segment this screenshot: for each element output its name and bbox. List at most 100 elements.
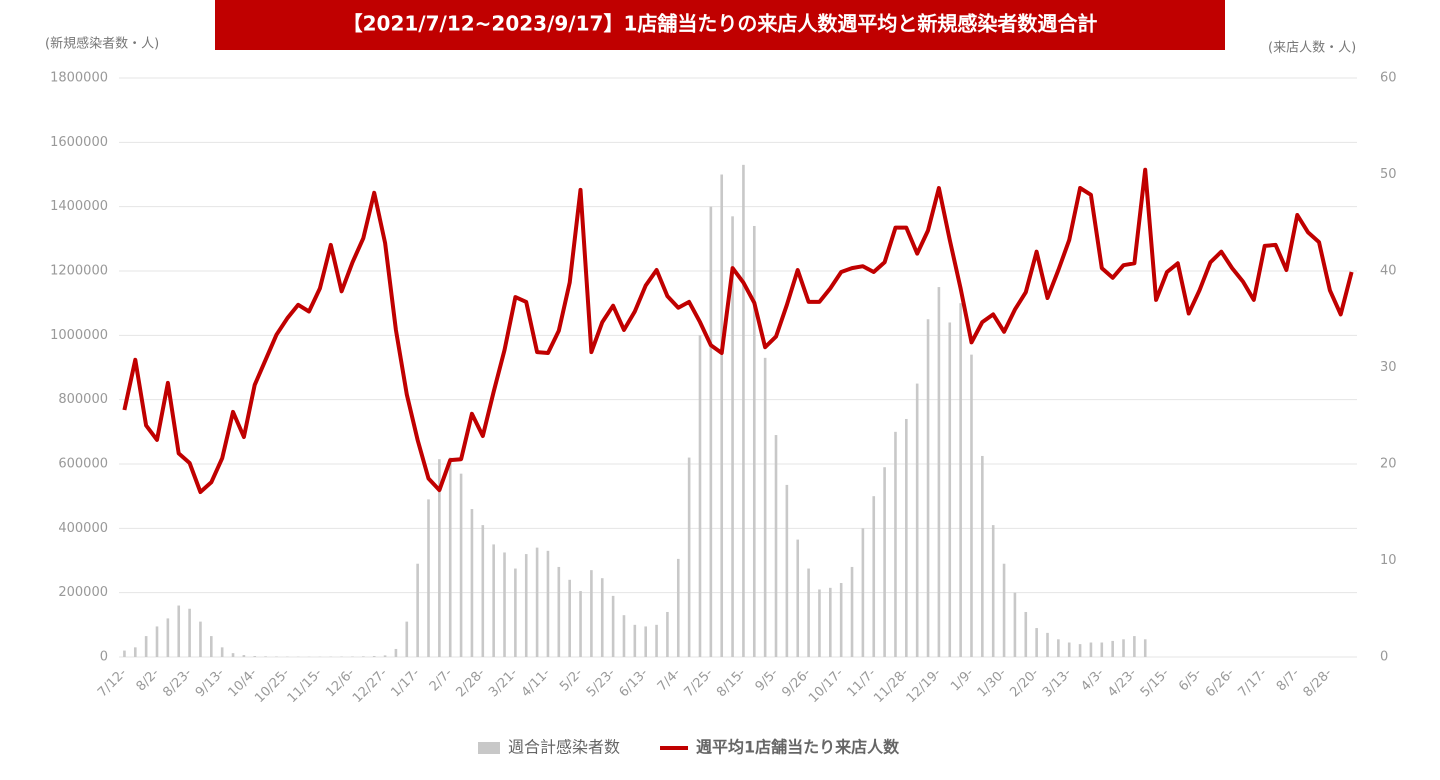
bar bbox=[872, 496, 875, 657]
bar bbox=[1111, 641, 1114, 657]
bar bbox=[644, 626, 647, 657]
y-tick-label: 0 bbox=[100, 650, 108, 665]
x-tick-label: 1/17- bbox=[388, 665, 423, 700]
y-tick-label: 800000 bbox=[58, 392, 108, 407]
chart-title: 【2021/7/12~2023/9/17】1店舗当たりの来店人数週平均と新規感染… bbox=[343, 12, 1098, 36]
bar bbox=[188, 609, 191, 657]
bar bbox=[927, 319, 930, 657]
y2-tick-label: 50 bbox=[1380, 167, 1397, 182]
y-tick-label: 1400000 bbox=[50, 199, 108, 214]
x-tick-label: 10/17- bbox=[806, 665, 847, 706]
bar bbox=[612, 596, 615, 657]
bar bbox=[948, 322, 951, 657]
bar bbox=[177, 606, 180, 657]
y-tick-label: 600000 bbox=[58, 457, 108, 472]
bar bbox=[1079, 644, 1082, 657]
bar bbox=[362, 656, 365, 657]
y2-tick-label: 20 bbox=[1380, 457, 1397, 472]
x-tick-label: 6/13- bbox=[616, 665, 651, 700]
bar bbox=[210, 636, 213, 657]
bar bbox=[460, 474, 463, 657]
line bbox=[124, 170, 1351, 492]
x-tick-label: 2/7- bbox=[427, 665, 456, 694]
x-tick-label: 8/2- bbox=[134, 665, 163, 694]
bar bbox=[1024, 612, 1027, 657]
bar bbox=[688, 458, 691, 657]
bar bbox=[199, 622, 202, 657]
bar bbox=[547, 551, 550, 657]
x-tick-label: 12/27- bbox=[350, 665, 391, 706]
legend-swatch bbox=[478, 742, 500, 754]
bar bbox=[894, 432, 897, 657]
bar bbox=[384, 655, 387, 657]
x-tick-label: 2/20- bbox=[1007, 665, 1042, 700]
bar bbox=[601, 578, 604, 657]
bar bbox=[1100, 643, 1103, 657]
bar bbox=[395, 649, 398, 657]
bar bbox=[1057, 639, 1060, 657]
bar bbox=[807, 569, 810, 657]
bar bbox=[449, 458, 452, 657]
bar bbox=[253, 656, 256, 657]
bar bbox=[1046, 633, 1049, 657]
bar bbox=[916, 384, 919, 657]
bar bbox=[851, 567, 854, 657]
bar bbox=[134, 647, 137, 657]
x-tick-label: 7/4- bbox=[655, 665, 684, 694]
bar bbox=[1122, 639, 1125, 657]
x-tick-label: 6/26- bbox=[1203, 665, 1238, 700]
bar bbox=[862, 528, 865, 657]
x-tick-label: 5/2- bbox=[557, 665, 586, 694]
x-tick-label: 4/23- bbox=[1105, 665, 1140, 700]
bar bbox=[786, 485, 789, 657]
x-tick-label: 8/23- bbox=[160, 665, 195, 700]
bar bbox=[699, 335, 702, 657]
y-tick-label: 1200000 bbox=[50, 264, 108, 279]
y2-tick-label: 0 bbox=[1380, 650, 1388, 665]
x-tick-label: 9/5- bbox=[753, 665, 782, 694]
y-tick-label: 400000 bbox=[58, 521, 108, 536]
bar bbox=[623, 615, 626, 657]
bar bbox=[1133, 636, 1136, 657]
x-tick-label: 9/13- bbox=[193, 665, 228, 700]
bar bbox=[753, 226, 756, 657]
bar bbox=[232, 653, 235, 657]
x-tick-label: 4/3- bbox=[1078, 665, 1107, 694]
bar bbox=[1144, 639, 1147, 657]
x-tick-label: 5/15- bbox=[1138, 665, 1173, 700]
bar bbox=[471, 509, 474, 657]
x-tick-label: 3/13- bbox=[1040, 665, 1075, 700]
y2-tick-label: 30 bbox=[1380, 360, 1397, 375]
bar bbox=[959, 303, 962, 657]
bar bbox=[655, 625, 658, 657]
bar bbox=[883, 467, 886, 657]
x-tick-label: 8/28- bbox=[1301, 665, 1336, 700]
bar bbox=[123, 651, 126, 657]
bar bbox=[579, 591, 582, 657]
y-tick-label: 200000 bbox=[58, 585, 108, 600]
bar bbox=[514, 569, 517, 657]
bar bbox=[992, 525, 995, 657]
legend-label: 週合計感染者数 bbox=[508, 738, 620, 757]
bar bbox=[710, 207, 713, 657]
x-tick-label: 8/7- bbox=[1274, 665, 1303, 694]
bar bbox=[243, 655, 246, 657]
bar bbox=[796, 540, 799, 657]
y-tick-label: 1600000 bbox=[50, 135, 108, 150]
x-tick-label: 10/25- bbox=[252, 665, 293, 706]
bar bbox=[221, 647, 224, 657]
bar bbox=[427, 499, 430, 657]
bar bbox=[145, 636, 148, 657]
bar bbox=[1068, 643, 1071, 657]
bar bbox=[416, 564, 419, 657]
bar bbox=[938, 287, 941, 657]
bar bbox=[568, 580, 571, 657]
x-tick-label: 7/25- bbox=[682, 665, 717, 700]
x-tick-label: 7/17- bbox=[1235, 665, 1270, 700]
x-tick-label: 3/21- bbox=[486, 665, 521, 700]
bar bbox=[536, 548, 539, 657]
x-tick-label: 12/19- bbox=[904, 665, 945, 706]
x-tick-label: 11/28- bbox=[871, 665, 912, 706]
bar bbox=[742, 165, 745, 657]
